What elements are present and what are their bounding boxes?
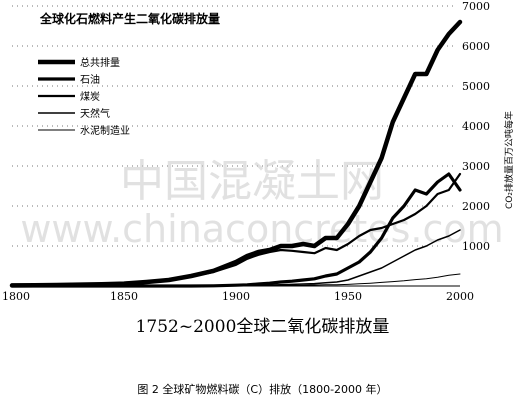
y-tick-label: 3000: [462, 160, 490, 173]
y-tick-label: 1000: [462, 240, 490, 253]
legend-label: 石油: [80, 73, 100, 86]
x-tick-labels: 1800 1850 1900 1950 2000: [2, 290, 474, 303]
legend-label: 天然气: [80, 107, 110, 120]
watermark-line1: 中国混凝土网: [120, 156, 384, 207]
x-tick-label: 2000: [446, 290, 474, 303]
chart-title: 全球化石燃料产生二氧化碳排放量: [39, 11, 220, 26]
y-tick-label: 2000: [462, 200, 490, 213]
chart-grid: [12, 5, 456, 247]
y-tick-label: 7000: [462, 0, 490, 13]
series-line-3: [10, 172, 462, 287]
figure-caption: 图 2 全球矿物燃料碳（C）排放（1800-2000 年）: [137, 383, 388, 396]
chart-subtitle: 1752~2000全球二氧化碳排放量: [135, 317, 390, 337]
y-axis-label: CO₂排放量百万公吨每年: [503, 111, 515, 209]
x-tick-label: 1850: [110, 290, 138, 303]
legend-label: 总共排量: [80, 56, 120, 69]
y-tick-label: 6000: [462, 40, 490, 53]
watermark: 中国混凝土网 www.chinaconcretes.com: [20, 156, 503, 251]
y-tick-label: 5000: [462, 80, 490, 93]
y-tick-label: 4000: [462, 120, 490, 133]
x-tick-label: 1900: [222, 290, 250, 303]
legend-label: 水泥制造业: [80, 124, 130, 137]
y-tick-labels: 1000 2000 3000 4000 5000 6000 7000: [462, 0, 490, 253]
legend-label: 煤炭: [80, 90, 100, 103]
x-tick-label: 1950: [334, 290, 362, 303]
watermark-line2: www.chinaconcretes.com: [20, 207, 503, 251]
x-tick-label: 1800: [2, 290, 30, 303]
